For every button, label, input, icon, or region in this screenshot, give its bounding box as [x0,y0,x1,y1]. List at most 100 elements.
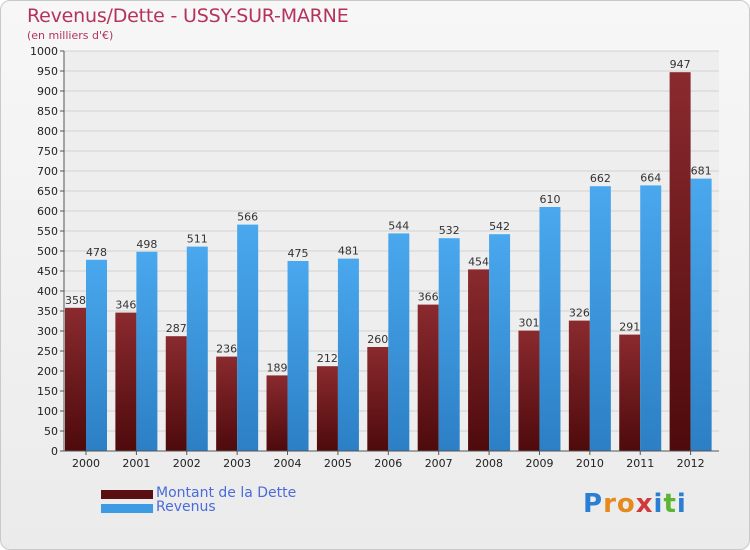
value-label-dette: 326 [569,307,590,320]
value-label-dette: 236 [216,343,237,356]
bar-revenus [388,233,410,451]
bar-revenus [640,185,662,451]
value-label-revenus: 544 [388,219,409,232]
value-label-dette: 346 [115,299,136,312]
bar-revenus [690,178,712,451]
value-label-revenus: 481 [338,245,359,258]
value-label-dette: 260 [367,333,388,346]
bar-dette [468,269,490,451]
bar-dette [65,307,86,451]
y-tick-label: 600 [37,205,58,218]
x-tick-label: 2005 [324,457,352,470]
bar-dette [669,72,691,451]
value-label-dette: 358 [65,294,86,307]
value-label-revenus: 681 [691,165,712,178]
logo-letter: i [653,489,664,519]
value-label-dette: 287 [166,322,187,335]
y-tick-label: 250 [37,345,58,358]
value-label-dette: 301 [518,317,539,330]
logo-letter: t [663,489,677,519]
value-label-dette: 291 [619,321,640,334]
x-tick-label: 2010 [576,457,604,470]
logo-letter: x [635,489,654,519]
bar-dette [316,366,338,451]
y-tick-label: 0 [51,445,58,458]
bar-revenus [337,258,359,451]
logo-letter: o [616,489,636,519]
value-label-dette: 212 [317,352,338,365]
x-tick-label: 2009 [525,457,553,470]
y-tick-label: 700 [37,165,58,178]
bar-dette [216,356,238,451]
legend-swatch-revenus [101,504,153,513]
bar-dette [115,312,137,451]
y-tick-label: 900 [37,85,58,98]
value-label-revenus: 610 [539,193,560,206]
value-label-revenus: 542 [489,220,510,233]
chart-subtitle: (en milliers d'€) [27,29,114,42]
bars: 358 478 346 498 287 511 236 566 189 475 212 481 260 5… [65,58,712,451]
y-tick-label: 800 [37,125,58,138]
y-tick-label: 300 [37,325,58,338]
value-label-revenus: 475 [288,247,309,260]
y-tick-label: 750 [37,145,58,158]
x-axis: 2000 2001 2002 2003 2004 2005 2006 2007 2008 2009… [64,450,719,470]
logo-letter: i [676,489,687,519]
value-label-revenus: 478 [86,246,107,259]
bar-revenus [86,259,107,451]
y-tick-label: 350 [37,305,58,318]
x-tick-label: 2011 [626,457,654,470]
value-label-dette: 947 [670,58,691,71]
y-tick-label: 650 [37,185,58,198]
x-tick-label: 2008 [475,457,503,470]
bar-dette [518,330,540,451]
value-label-revenus: 532 [439,224,460,237]
bar-revenus [438,238,460,451]
logo-letter: r [603,489,617,519]
bar-dette [165,336,187,451]
y-tick-label: 50 [44,425,58,438]
x-tick-label: 2000 [72,457,100,470]
bar-revenus [237,224,259,451]
bar-revenus [136,251,158,451]
legend-label-debt: Montant de la Dette [156,485,297,501]
x-tick-label: 2001 [122,457,150,470]
y-tick-label: 100 [37,405,58,418]
bar-dette [417,304,439,451]
y-tick-label: 200 [37,365,58,378]
x-tick-label: 2007 [425,457,453,470]
bar-revenus [287,261,309,451]
bar-dette [568,320,590,451]
y-tick-label: 400 [37,285,58,298]
logo-letter: P [583,489,604,519]
y-tick-label: 950 [37,65,58,78]
x-tick-label: 2004 [274,457,302,470]
y-tick-label: 550 [37,225,58,238]
value-label-dette: 366 [418,291,439,304]
x-tick-label: 2012 [677,457,705,470]
value-label-dette: 454 [468,255,489,268]
x-tick-label: 2006 [374,457,402,470]
value-label-revenus: 511 [187,233,208,246]
y-tick-label: 450 [37,265,58,278]
value-label-revenus: 662 [590,172,611,185]
bar-revenus [589,186,611,451]
proxiti-logo: Proxiti [583,489,687,519]
bar-dette [619,334,641,451]
bar-revenus [489,234,511,451]
y-tick-label: 1000 [30,45,58,58]
value-label-dette: 189 [267,361,288,374]
bar-revenus [186,246,208,451]
x-tick-label: 2002 [173,457,201,470]
y-tick-label: 150 [37,385,58,398]
x-tick-label: 2003 [223,457,251,470]
bar-dette [367,347,389,451]
value-label-revenus: 498 [136,238,157,251]
y-tick-label: 850 [37,105,58,118]
legend-label-revenus: Revenus [156,499,216,515]
y-tick-label: 500 [37,245,58,258]
value-label-revenus: 566 [237,211,258,224]
value-label-revenus: 664 [640,171,661,184]
